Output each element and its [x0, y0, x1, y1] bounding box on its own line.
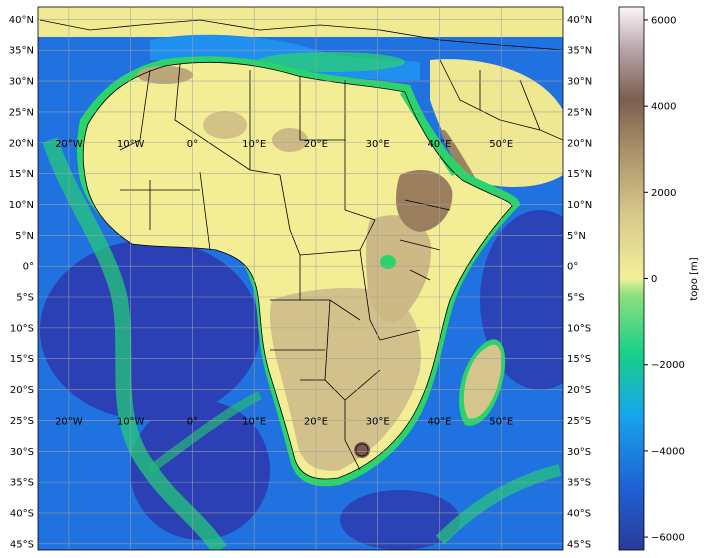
lat-label: 0°	[23, 262, 34, 273]
latitude-labels-left: 40°N 35°N 30°N 25°N 20°N 15°N 10°N 5°N 0° 5°S 10°S…	[9, 15, 34, 550]
lat-label: 35°S	[10, 478, 34, 489]
lat-label: 45°S	[567, 539, 591, 550]
lat-label: 10°N	[9, 200, 34, 211]
lat-label: 40°N	[9, 15, 34, 26]
lon-label: 0°	[187, 139, 198, 150]
lat-label: 20°S	[10, 385, 34, 396]
deep-atlantic-basin	[40, 240, 260, 420]
deep-atlantic-basin-south	[130, 400, 270, 540]
lat-label: 15°S	[10, 354, 34, 365]
latitude-labels-right: 40°N 35°N 30°N 25°N 20°N 15°N 10°N 5°N 0° 5°S 10°S…	[567, 15, 592, 550]
lesotho	[355, 443, 369, 457]
lat-label: 25°N	[9, 107, 34, 118]
colorbar: 6000 4000 2000 0 −2000 −4000 −6000 topo [m]	[618, 6, 700, 551]
lon-label: 40°E	[427, 139, 451, 150]
ethiopian-highlands	[396, 170, 453, 232]
mid-atlantic-ridge	[42, 137, 227, 550]
lat-label: 25°N	[567, 107, 592, 118]
indian-ocean-ridge	[435, 464, 562, 545]
lat-label: 40°N	[567, 15, 592, 26]
lat-label: 35°N	[567, 46, 592, 57]
colorbar-label: topo [m]	[689, 257, 700, 300]
tibesti-highlands	[272, 128, 308, 152]
colorbar-tick-label: 2000	[651, 188, 676, 199]
lon-label: 30°E	[366, 139, 390, 150]
europe-strip	[38, 7, 563, 37]
longitude-labels-upper: 20°W 10°W 0° 10°E 20°E 30°E 40°E 50°E	[55, 139, 513, 150]
lat-label: 5°S	[567, 293, 585, 304]
lat-label: 5°N	[567, 231, 586, 242]
lat-label: 30°S	[567, 447, 591, 458]
lon-label: 50°E	[489, 416, 513, 427]
lon-label: 10°E	[242, 139, 266, 150]
lat-label: 20°N	[9, 138, 34, 149]
lon-label: 20°E	[304, 139, 328, 150]
lat-label: 30°N	[9, 77, 34, 88]
lon-label: 30°E	[366, 416, 390, 427]
graticule	[38, 7, 563, 550]
lat-label: 25°S	[10, 416, 34, 427]
lat-label: 40°S	[10, 508, 34, 519]
lat-label: 10°S	[567, 323, 591, 334]
colorbar-tick-label: −2000	[651, 360, 685, 371]
lat-label: 35°S	[567, 478, 591, 489]
lat-label: 5°S	[16, 293, 34, 304]
lon-label: 10°W	[117, 139, 145, 150]
mediterranean-shelf	[255, 52, 405, 72]
walvis-ridge	[147, 390, 263, 474]
lon-label: 20°W	[55, 416, 83, 427]
lat-label: 20°S	[567, 385, 591, 396]
lon-label: 50°E	[489, 139, 513, 150]
red-sea	[400, 90, 460, 176]
lat-label: 20°N	[567, 138, 592, 149]
deep-indian-basin-south	[340, 490, 460, 550]
map-frame	[37, 6, 564, 551]
lon-label: 20°W	[55, 139, 83, 150]
map-panel	[38, 7, 563, 550]
lon-label: 0°	[187, 416, 198, 427]
colorbar-tick-label: 0	[651, 274, 657, 285]
colorbar-tick-label: 4000	[651, 102, 676, 113]
colorbar-gradient	[618, 6, 645, 551]
lat-label: 15°N	[567, 169, 592, 180]
ahaggar-highlands	[203, 111, 247, 139]
lon-label: 40°E	[427, 416, 451, 427]
lat-label: 15°S	[567, 354, 591, 365]
lon-label: 10°E	[242, 416, 266, 427]
arabian-peninsula	[430, 59, 563, 187]
lat-label: 15°N	[9, 169, 34, 180]
colorbar-tick-label: −4000	[651, 446, 685, 457]
lat-label: 5°N	[15, 231, 34, 242]
lake-victoria	[380, 255, 396, 269]
country-borders	[39, 19, 563, 480]
lat-label: 25°S	[567, 416, 591, 427]
madagascar	[463, 344, 502, 419]
lat-label: 30°N	[567, 77, 592, 88]
lat-label: 40°S	[567, 508, 591, 519]
lat-label: 35°N	[9, 46, 34, 57]
lat-label: 30°S	[10, 447, 34, 458]
lon-label: 20°E	[304, 416, 328, 427]
east-african-plateau	[365, 215, 431, 323]
colorbar-tick-label: 6000	[651, 15, 676, 26]
lat-label: 45°S	[10, 539, 34, 550]
lat-label: 10°S	[10, 323, 34, 334]
colorbar-tick-label: −6000	[651, 533, 685, 544]
lat-label: 0°	[567, 262, 578, 273]
longitude-labels-lower: 20°W 10°W 0° 10°E 20°E 30°E 40°E 50°E	[55, 416, 513, 427]
colorbar-ticks: 6000 4000 2000 0 −2000 −4000 −6000	[644, 15, 685, 544]
southern-african-plateau	[269, 288, 421, 471]
lon-label: 10°W	[117, 416, 145, 427]
lat-label: 10°N	[567, 200, 592, 211]
